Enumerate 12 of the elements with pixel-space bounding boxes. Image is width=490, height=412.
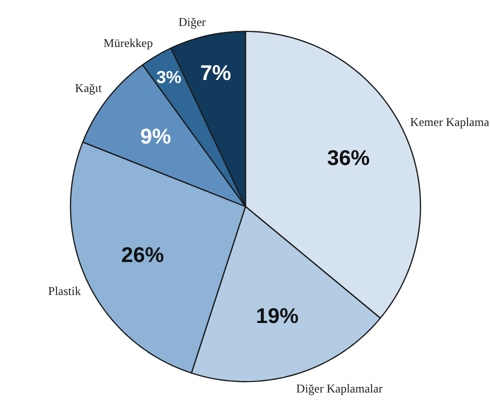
slice-label: Plastik (48, 284, 81, 298)
data-label: 7% (200, 61, 232, 86)
slice-label: Mürekkep (104, 36, 153, 50)
data-label: 3% (156, 66, 182, 87)
slice-label: Kemer Kaplama (410, 114, 490, 129)
data-label: 26% (121, 242, 164, 267)
slice-label: Diğer (178, 14, 206, 29)
data-label: 9% (140, 124, 172, 149)
data-label: 36% (327, 146, 370, 170)
data-label: 19% (256, 304, 299, 328)
slice-label: Kağıt (75, 80, 102, 95)
slice-label: Diğer Kaplamalar (296, 381, 383, 396)
